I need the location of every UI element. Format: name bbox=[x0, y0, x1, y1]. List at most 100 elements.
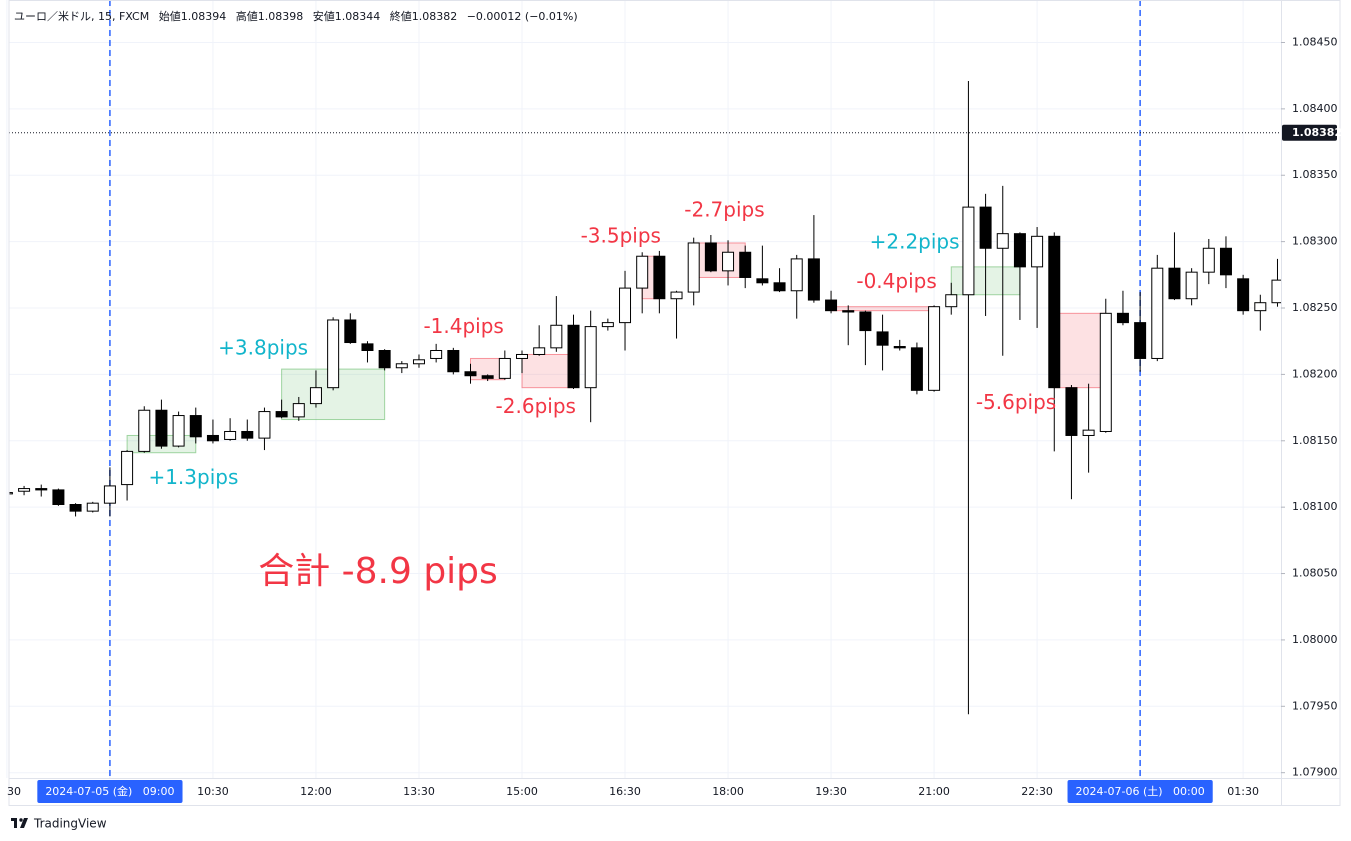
candle-body bbox=[35, 488, 48, 491]
y-tick-label: 1.08350 bbox=[1292, 168, 1338, 181]
candle-body bbox=[962, 206, 975, 296]
trade-label: -0.4pips bbox=[856, 269, 936, 293]
candle-body bbox=[825, 299, 838, 312]
total-label: 合計 -8.9 pips bbox=[258, 551, 498, 592]
candle-body bbox=[189, 415, 202, 438]
y-tick-label: 1.08200 bbox=[1292, 367, 1338, 380]
candle-body bbox=[378, 349, 391, 369]
candle-body bbox=[258, 411, 271, 439]
x-tick-label: 18:00 bbox=[712, 785, 744, 798]
candle-body bbox=[1185, 271, 1198, 300]
candle-body bbox=[1151, 267, 1164, 359]
y-tick-label: 1.08450 bbox=[1292, 35, 1338, 48]
candle-body bbox=[945, 294, 958, 308]
candle-body bbox=[876, 331, 889, 346]
y-tick-label: 1.08150 bbox=[1292, 434, 1338, 447]
x-tick-label: 13:30 bbox=[403, 785, 435, 798]
candle-body bbox=[687, 242, 700, 293]
candle-body bbox=[447, 349, 460, 373]
frame bbox=[8, 0, 1341, 806]
candle-body bbox=[584, 326, 597, 389]
candle-body bbox=[121, 450, 134, 486]
x-tick-label: 19:30 bbox=[815, 785, 847, 798]
candle-body bbox=[344, 319, 357, 344]
candle-body bbox=[1134, 322, 1147, 359]
trade-box bbox=[1053, 312, 1107, 389]
x-tick-label: 2024-07-06 (土) 00:00 bbox=[1076, 785, 1205, 798]
candle-body bbox=[739, 251, 752, 278]
candle-body bbox=[1065, 387, 1078, 436]
y-tick-label: 1.08000 bbox=[1292, 633, 1338, 646]
candle-body bbox=[172, 415, 185, 447]
candle-body bbox=[138, 409, 151, 452]
y-tick-label: 1.08100 bbox=[1292, 500, 1338, 513]
candle-body bbox=[224, 430, 237, 440]
x-label-highlight bbox=[37, 780, 183, 803]
trade-label: +3.8pips bbox=[218, 336, 308, 360]
candle-body bbox=[533, 347, 546, 355]
candle-body bbox=[790, 258, 803, 292]
trade-label: -5.6pips bbox=[976, 390, 1056, 414]
candle-body bbox=[756, 278, 769, 284]
candle-body bbox=[928, 306, 941, 391]
current-price-tag bbox=[1282, 124, 1337, 141]
x-label-highlight bbox=[1067, 780, 1213, 803]
candle-body bbox=[842, 310, 855, 313]
current-price-label: 1.08382 bbox=[1292, 126, 1342, 139]
symbol: ユーロ／米ドル, 15, FXCM bbox=[14, 10, 149, 23]
trade-box bbox=[830, 306, 935, 312]
close: 終値1.08382 bbox=[390, 9, 458, 23]
candle-body bbox=[498, 357, 511, 379]
trade-label: -3.5pips bbox=[581, 224, 661, 248]
candle-body bbox=[910, 347, 923, 391]
candle-body bbox=[241, 430, 254, 439]
candle-body bbox=[1219, 247, 1232, 276]
candle-body bbox=[979, 206, 992, 249]
trade-label: -1.4pips bbox=[423, 314, 503, 338]
candle-body bbox=[773, 282, 786, 292]
candle-body bbox=[996, 233, 1009, 249]
x-tick-label: 12:00 bbox=[300, 785, 332, 798]
candle-body bbox=[1168, 267, 1181, 300]
x-tick-label: 15:00 bbox=[506, 785, 538, 798]
candle-body bbox=[18, 488, 31, 492]
plot-area bbox=[9, 0, 1281, 778]
chart-header: ユーロ／米ドル, 15, FXCM 始値1.08394 高値1.08398 安値… bbox=[14, 9, 578, 23]
candle-body bbox=[1082, 429, 1095, 436]
candle-body bbox=[1048, 235, 1061, 389]
candle-body bbox=[464, 371, 477, 377]
candle-body bbox=[516, 353, 528, 359]
candle-body bbox=[430, 349, 443, 359]
candle-body bbox=[361, 343, 374, 351]
x-tick-label: 10:30 bbox=[197, 785, 229, 798]
y-tick-label: 1.08300 bbox=[1292, 235, 1338, 248]
trade-box bbox=[521, 353, 575, 389]
candle-body bbox=[481, 375, 494, 379]
candle-body bbox=[704, 242, 717, 272]
candle-body bbox=[859, 311, 872, 332]
candle-body bbox=[52, 489, 65, 506]
low: 安値1.08344 bbox=[313, 9, 381, 23]
y-tick-label: 1.07900 bbox=[1292, 766, 1338, 779]
candle-body bbox=[9, 492, 13, 495]
candle-body bbox=[550, 324, 563, 349]
candle-body bbox=[1237, 278, 1250, 312]
candle-body bbox=[893, 346, 906, 349]
trade-label: -2.7pips bbox=[684, 197, 764, 221]
candle-body bbox=[567, 324, 580, 389]
candle-body bbox=[292, 403, 305, 418]
candle-body bbox=[69, 504, 82, 512]
open: 始値1.08394 bbox=[159, 9, 227, 23]
y-tick-label: 1.08050 bbox=[1292, 567, 1338, 580]
trade-box bbox=[693, 242, 746, 278]
candle-body bbox=[1099, 312, 1112, 432]
candle-body bbox=[1254, 302, 1267, 312]
trade-label: -2.6pips bbox=[496, 394, 576, 418]
change: −0.00012 (−0.01%) bbox=[467, 10, 578, 23]
candle-body bbox=[1202, 247, 1215, 273]
high: 高値1.08398 bbox=[236, 9, 304, 23]
candle-body bbox=[327, 319, 340, 389]
